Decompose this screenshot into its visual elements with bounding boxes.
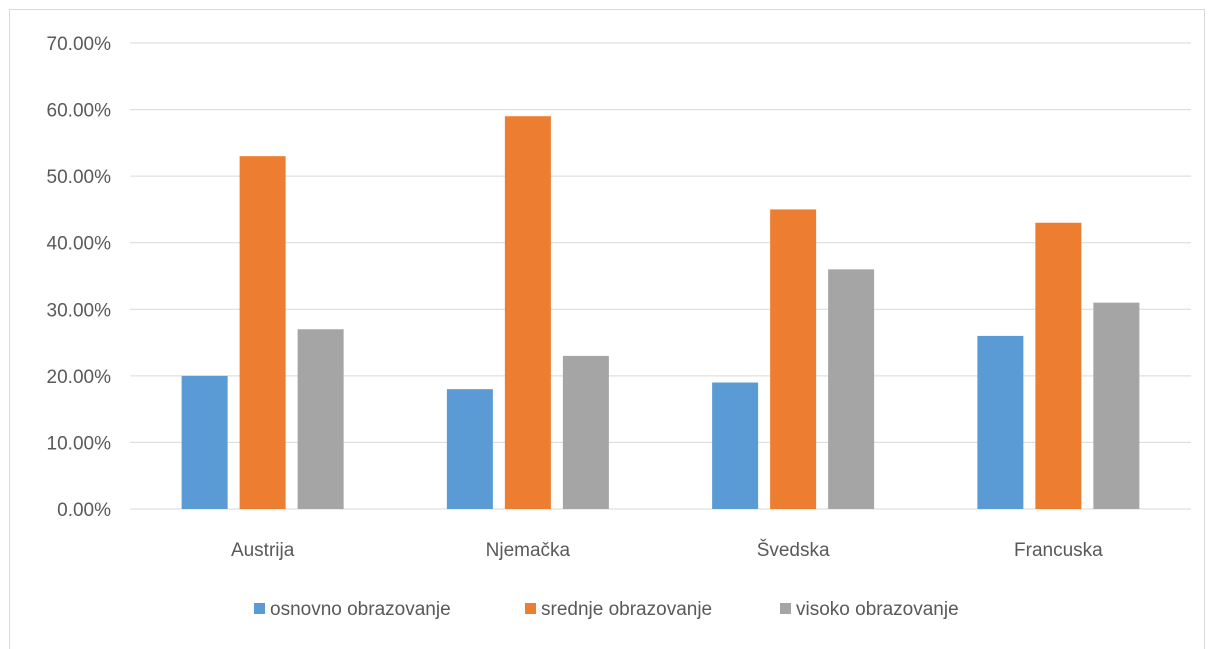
bar-švedska-0 (712, 382, 759, 509)
y-tick-label: 0.00% (57, 500, 111, 521)
bars (181, 116, 1140, 509)
y-tick-label: 40.00% (47, 234, 112, 255)
bar-njemačka-0 (446, 389, 493, 509)
bar-švedska-1 (770, 209, 817, 509)
gridlines (130, 42, 1191, 510)
legend-swatch (780, 603, 791, 614)
legend-swatch (254, 603, 265, 614)
legend-swatch (525, 603, 536, 614)
x-tick-label: Francuska (1014, 540, 1103, 561)
bar-austrija-0 (181, 375, 228, 509)
bar-švedska-2 (828, 269, 875, 509)
x-tick-label: Austrija (231, 540, 295, 561)
y-tick-label: 70.00% (47, 34, 112, 55)
legend-label: visoko obrazovanje (796, 599, 959, 620)
x-tick-label: Njemačka (486, 540, 571, 561)
legend-label: osnovno obrazovanje (270, 599, 451, 620)
y-tick-label: 20.00% (47, 367, 112, 388)
y-tick-label: 50.00% (47, 167, 112, 188)
bar-austrija-1 (239, 156, 286, 509)
bar-francuska-2 (1093, 302, 1140, 509)
y-tick-label: 30.00% (47, 300, 112, 321)
bar-francuska-0 (977, 335, 1024, 509)
legend-label: srednje obrazovanje (541, 599, 712, 620)
x-tick-label: Švedska (757, 539, 830, 561)
bar-austrija-2 (297, 329, 344, 509)
x-axis-labels: Austrija Njemačka Švedska Francuska (231, 539, 1103, 561)
bar-francuska-1 (1035, 222, 1082, 509)
y-axis-ticks: 0.00% 10.00% 20.00% 30.00% 40.00% 50.00% 60.00… (47, 34, 112, 521)
y-tick-label: 60.00% (47, 101, 112, 122)
chart-frame (9, 9, 1205, 649)
legend: osnovno obrazovanje srednje obrazovanje vi… (254, 599, 959, 620)
y-tick-label: 10.00% (47, 433, 112, 454)
bar-njemačka-1 (504, 116, 551, 509)
bar-njemačka-2 (562, 355, 609, 509)
